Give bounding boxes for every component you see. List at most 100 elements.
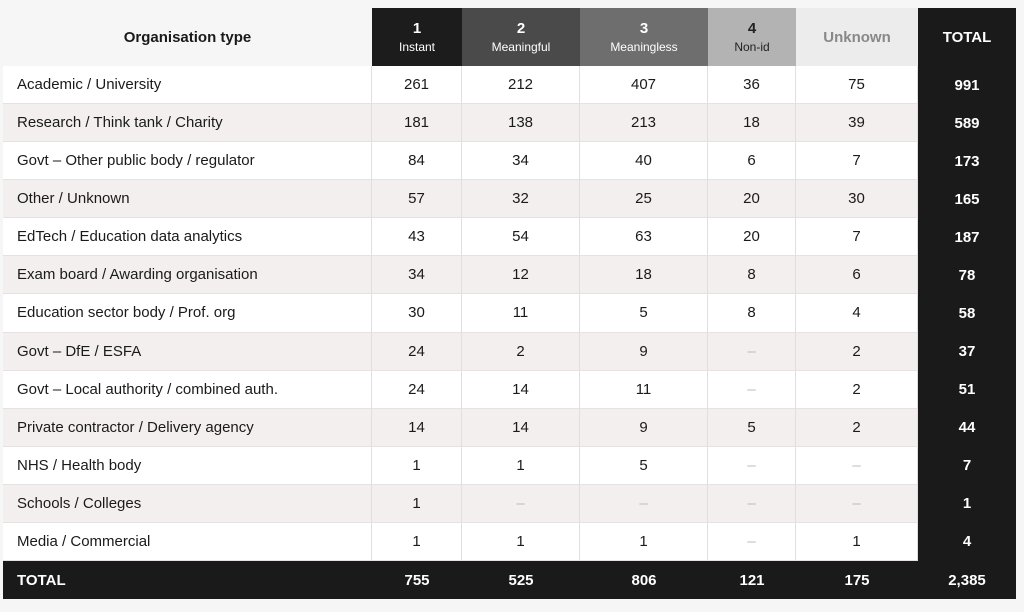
- data-cell: 34: [462, 142, 580, 181]
- data-cell: 589: [918, 104, 1016, 143]
- data-cell: 9: [580, 332, 708, 371]
- data-cell: –: [796, 446, 918, 485]
- data-cell: 32: [462, 180, 580, 219]
- cell-text: –: [516, 494, 525, 512]
- cell-text: 34: [408, 266, 425, 284]
- cell-text: Private contractor / Delivery agency: [17, 418, 254, 436]
- cell-text: 525: [508, 571, 534, 589]
- data-cell: 14: [462, 370, 580, 409]
- cell-text: 20: [743, 228, 760, 246]
- cell-text: 75: [848, 76, 865, 94]
- cell-text: 40: [635, 152, 652, 170]
- data-cell: –: [580, 484, 708, 523]
- cell-text: 7: [852, 228, 861, 246]
- data-cell: 165: [918, 180, 1016, 219]
- data-cell: 14: [372, 408, 462, 447]
- cell-text: 138: [507, 114, 534, 132]
- cell-text: 261: [403, 76, 430, 94]
- cell-text: 2: [516, 342, 525, 360]
- cell-text: 4: [747, 20, 757, 37]
- cell-text: 54: [512, 228, 529, 246]
- cell-text: 84: [408, 152, 425, 170]
- data-cell: 6: [796, 256, 918, 295]
- data-cell: 18: [580, 256, 708, 295]
- header-cell: 2 Meaningful: [462, 8, 580, 66]
- cell-text: 30: [408, 304, 425, 322]
- header-cell: 1 Instant: [372, 8, 462, 66]
- cell-text: 1: [412, 20, 422, 37]
- cell-text: 2: [852, 380, 861, 398]
- cell-text: 30: [848, 190, 865, 208]
- cell-text: 4: [962, 533, 972, 551]
- data-cell: 51: [918, 370, 1016, 409]
- cell-text: Schools / Colleges: [17, 494, 142, 512]
- cell-text: 43: [408, 228, 425, 246]
- data-cell: 2: [796, 408, 918, 447]
- data-cell: 84: [372, 142, 462, 181]
- cell-text: 181: [403, 114, 430, 132]
- row-label: Govt – Local authority / combined auth.: [3, 370, 372, 409]
- cell-text: EdTech / Education data analytics: [17, 228, 243, 246]
- row-label: Exam board / Awarding organisation: [3, 256, 372, 295]
- data-cell: –: [708, 484, 796, 523]
- cell-text: Media / Commercial: [17, 532, 151, 550]
- data-cell: 44: [918, 408, 1016, 447]
- data-cell: 2: [796, 332, 918, 371]
- data-cell: 20: [708, 218, 796, 257]
- data-cell: 8: [708, 256, 796, 295]
- cell-text: 1: [412, 456, 421, 474]
- cell-text: 407: [630, 76, 657, 94]
- cell-text: 212: [507, 76, 534, 94]
- data-cell: 1: [462, 446, 580, 485]
- cell-text: 1: [852, 532, 861, 550]
- cell-text: TOTAL: [942, 28, 992, 46]
- row-label: Other / Unknown: [3, 180, 372, 219]
- data-cell: 2: [796, 370, 918, 409]
- cell-text: Govt – Other public body / regulator: [17, 152, 255, 170]
- cell-text: 1: [639, 532, 648, 550]
- cell-text: 213: [630, 114, 657, 132]
- data-cell: 7: [796, 142, 918, 181]
- cell-text: 2: [516, 20, 526, 37]
- row-label: Media / Commercial: [3, 522, 372, 561]
- data-cell: –: [708, 446, 796, 485]
- data-cell: 18: [708, 104, 796, 143]
- data-cell: –: [796, 484, 918, 523]
- cell-text: 1: [516, 532, 525, 550]
- cell-text: 9: [639, 418, 648, 436]
- data-cell: –: [708, 370, 796, 409]
- data-cell: 9: [580, 408, 708, 447]
- cell-text: Meaningless: [610, 40, 678, 54]
- cell-text: 9: [639, 342, 648, 360]
- cell-text: 4: [852, 304, 861, 322]
- cell-text: 58: [958, 304, 976, 322]
- data-cell: –: [462, 484, 580, 523]
- cell-text: 165: [954, 190, 980, 208]
- cell-text: Academic / University: [17, 76, 162, 94]
- cell-text: 25: [635, 190, 652, 208]
- data-cell: 1: [372, 484, 462, 523]
- cell-text: Meaningful: [491, 40, 551, 54]
- data-cell: 36: [708, 66, 796, 105]
- data-cell: 213: [580, 104, 708, 143]
- cell-text: 36: [743, 76, 760, 94]
- cell-text: 24: [408, 342, 425, 360]
- cell-text: 39: [848, 114, 865, 132]
- cell-text: 589: [954, 114, 980, 132]
- data-cell: 181: [372, 104, 462, 143]
- data-cell: 11: [580, 370, 708, 409]
- cell-text: 2: [852, 418, 861, 436]
- cell-text: 34: [512, 152, 529, 170]
- cell-text: –: [747, 456, 756, 474]
- cell-text: 7: [852, 152, 861, 170]
- cell-text: 8: [747, 304, 756, 322]
- row-label: Research / Think tank / Charity: [3, 104, 372, 143]
- cell-text: –: [747, 494, 756, 512]
- cell-text: 7: [962, 457, 972, 475]
- cell-text: Organisation type: [123, 28, 252, 46]
- data-cell: 138: [462, 104, 580, 143]
- cell-text: 991: [954, 76, 980, 94]
- cell-text: 1: [412, 532, 421, 550]
- cell-text: –: [747, 380, 756, 398]
- data-cell: 57: [372, 180, 462, 219]
